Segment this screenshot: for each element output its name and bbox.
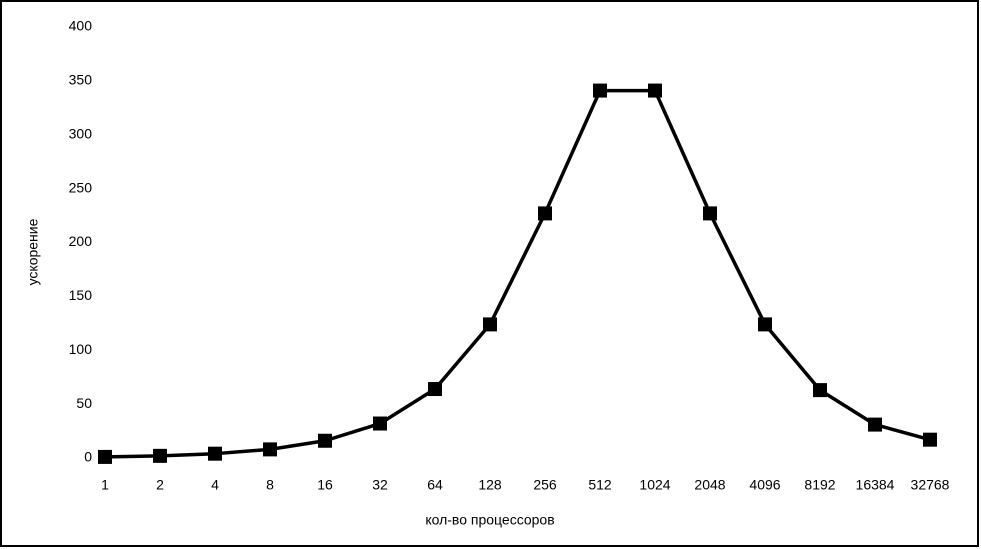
- x-tick-label: 2048: [694, 477, 725, 493]
- data-point: [813, 383, 827, 398]
- y-axis-label: ускорение: [25, 218, 41, 285]
- x-tick-label: 4096: [749, 477, 780, 493]
- data-point: [758, 317, 772, 332]
- x-tick-label: 16: [317, 477, 333, 493]
- x-tick-label: 256: [533, 477, 557, 493]
- x-tick-label: 16384: [856, 477, 895, 493]
- x-tick-label: 1024: [639, 477, 670, 493]
- y-tick-label: 150: [69, 287, 93, 303]
- data-point: [868, 417, 882, 432]
- y-tick-label: 200: [69, 233, 93, 249]
- data-point: [648, 83, 662, 98]
- x-tick-label: 32768: [911, 477, 950, 493]
- x-tick-label: 8: [266, 477, 274, 493]
- y-tick-label: 350: [69, 72, 93, 88]
- y-tick-label: 0: [84, 449, 92, 465]
- x-tick-label: 4: [211, 477, 219, 493]
- y-tick-label: 300: [69, 125, 93, 141]
- data-point: [483, 317, 497, 332]
- x-tick-label: 64: [427, 477, 443, 493]
- data-point: [538, 206, 552, 221]
- data-point: [263, 442, 277, 457]
- data-point: [153, 448, 167, 463]
- x-tick-label: 1: [101, 477, 109, 493]
- data-point: [593, 83, 607, 98]
- y-tick-label: 100: [69, 341, 93, 357]
- data-point: [703, 206, 717, 221]
- data-point: [373, 416, 387, 431]
- data-line: [104, 88, 931, 459]
- y-tick-label: 50: [76, 395, 92, 411]
- data-point: [318, 433, 332, 448]
- x-tick-label: 128: [478, 477, 502, 493]
- data-point: [98, 449, 112, 464]
- x-tick-label: 8192: [804, 477, 835, 493]
- x-axis-label: кол-во процессоров: [425, 512, 554, 528]
- x-tick-label: 512: [588, 477, 612, 493]
- data-point: [923, 432, 937, 447]
- y-tick-label: 400: [69, 18, 93, 34]
- data-point: [208, 446, 222, 461]
- x-tick-label: 2: [156, 477, 164, 493]
- y-tick-label: 250: [69, 179, 93, 195]
- x-tick-label: 32: [372, 477, 388, 493]
- data-point: [428, 382, 442, 397]
